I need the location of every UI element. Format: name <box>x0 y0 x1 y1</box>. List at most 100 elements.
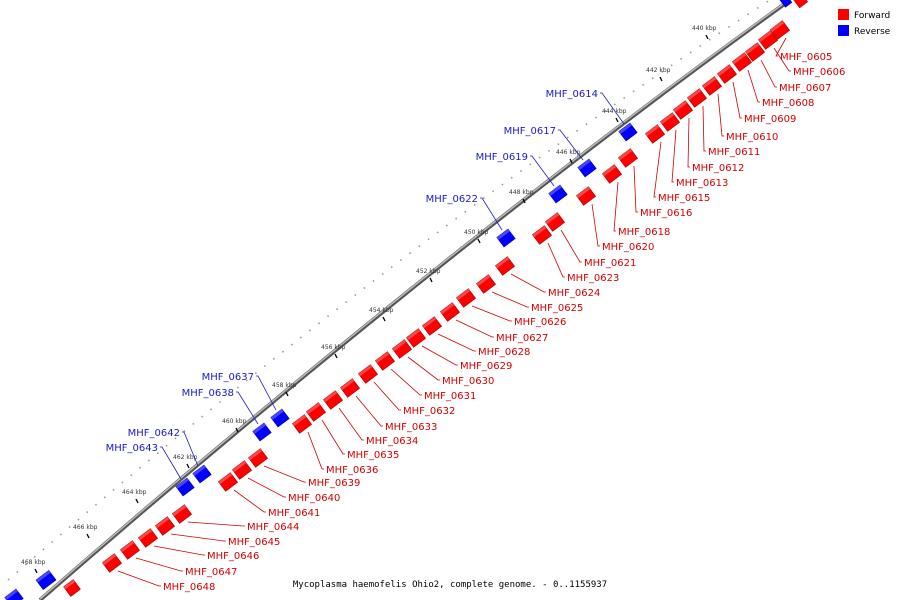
forward-gene-block[interactable] <box>659 112 681 132</box>
reverse-gene-block[interactable] <box>777 0 793 8</box>
reverse-leader-line <box>600 92 625 125</box>
forward-gene-block[interactable] <box>217 472 239 492</box>
forward-gene-block[interactable] <box>154 516 176 536</box>
forward-gene-label[interactable]: MHF_0633 <box>385 422 437 433</box>
forward-leader-line <box>591 203 600 247</box>
forward-gene-block[interactable] <box>701 76 723 96</box>
forward-gene-label[interactable]: MHF_0620 <box>602 242 654 253</box>
forward-gene-label[interactable]: MHF_0618 <box>618 227 670 238</box>
forward-gene-block[interactable] <box>757 30 779 50</box>
forward-leader-line <box>355 395 383 427</box>
forward-leader-line <box>153 545 205 556</box>
reverse-gene-block[interactable] <box>270 408 290 428</box>
forward-gene-block[interactable] <box>63 579 81 597</box>
forward-gene-block[interactable] <box>247 448 269 468</box>
forward-gene-label[interactable]: MHF_0647 <box>185 567 237 578</box>
reverse-gene-label[interactable]: MHF_0622 <box>426 194 478 205</box>
forward-gene-block[interactable] <box>544 212 566 232</box>
reverse-gene-label[interactable]: MHF_0619 <box>476 152 528 163</box>
forward-gene-block[interactable] <box>291 414 313 434</box>
forward-gene-label[interactable]: MHF_0610 <box>726 132 778 143</box>
forward-gene-block[interactable] <box>231 460 253 480</box>
reverse-gene-block[interactable] <box>618 122 638 142</box>
forward-gene-label[interactable]: MHF_0632 <box>403 406 455 417</box>
reverse-gene-block[interactable] <box>175 477 195 497</box>
forward-gene-block[interactable] <box>791 0 809 9</box>
forward-gene-label[interactable]: MHF_0639 <box>308 478 360 489</box>
forward-gene-block[interactable] <box>339 378 361 398</box>
forward-gene-label[interactable]: MHF_0629 <box>460 361 512 372</box>
forward-gene-label[interactable]: MHF_0623 <box>567 273 619 284</box>
forward-gene-label[interactable]: MHF_0630 <box>442 376 494 387</box>
forward-gene-label[interactable]: MHF_0616 <box>640 208 692 219</box>
forward-gene-block[interactable] <box>439 302 461 322</box>
reverse-gene-block[interactable] <box>252 422 272 442</box>
forward-gene-block[interactable] <box>475 274 497 294</box>
forward-gene-label[interactable]: MHF_0627 <box>496 333 548 344</box>
forward-gene-block[interactable] <box>531 225 553 245</box>
forward-leader-line <box>775 37 787 57</box>
forward-gene-block[interactable] <box>391 339 413 359</box>
forward-gene-label[interactable]: MHF_0631 <box>424 391 476 402</box>
forward-gene-block[interactable] <box>405 328 427 348</box>
forward-gene-label[interactable]: MHF_0605 <box>780 52 832 63</box>
forward-gene-label[interactable]: MHF_0612 <box>692 163 744 174</box>
forward-gene-label[interactable]: MHF_0624 <box>548 288 600 299</box>
forward-gene-block[interactable] <box>494 256 516 276</box>
tick-label: 452 kbp <box>416 268 441 275</box>
forward-gene-block[interactable] <box>305 402 327 422</box>
forward-gene-label[interactable]: MHF_0648 <box>163 582 215 593</box>
forward-gene-label[interactable]: MHF_0608 <box>762 98 814 109</box>
forward-gene-label[interactable]: MHF_0626 <box>514 317 566 328</box>
forward-gene-block[interactable] <box>357 364 379 384</box>
forward-gene-block[interactable] <box>101 553 123 573</box>
forward-gene-label[interactable]: MHF_0621 <box>584 258 636 269</box>
forward-gene-label[interactable]: MHF_0636 <box>326 465 378 476</box>
forward-gene-block[interactable] <box>769 20 791 40</box>
reverse-gene-block[interactable] <box>4 588 24 600</box>
forward-gene-block[interactable] <box>374 351 396 371</box>
forward-gene-block[interactable] <box>421 316 443 336</box>
forward-gene-block[interactable] <box>171 504 193 524</box>
reverse-gene-label[interactable]: MHF_0643 <box>106 443 158 454</box>
forward-gene-label[interactable]: MHF_0611 <box>708 147 760 158</box>
reverse-gene-block[interactable] <box>192 464 212 484</box>
forward-gene-label[interactable]: MHF_0644 <box>247 522 299 533</box>
forward-gene-block[interactable] <box>601 164 623 184</box>
forward-gene-block[interactable] <box>137 528 159 548</box>
forward-gene-label[interactable]: MHF_0628 <box>478 347 530 358</box>
forward-gene-block[interactable] <box>716 64 738 84</box>
forward-gene-block[interactable] <box>455 288 477 308</box>
reverse-gene-label[interactable]: MHF_0637 <box>202 372 254 383</box>
forward-gene-label[interactable]: MHF_0640 <box>288 493 340 504</box>
forward-gene-block[interactable] <box>644 124 666 144</box>
forward-gene-block[interactable] <box>744 42 766 62</box>
forward-gene-label[interactable]: MHF_0613 <box>676 178 728 189</box>
tick-label: 456 kbp <box>321 344 346 351</box>
forward-gene-block[interactable] <box>672 100 694 120</box>
forward-gene-label[interactable]: MHF_0634 <box>366 436 418 447</box>
forward-gene-label[interactable]: MHF_0645 <box>228 537 280 548</box>
forward-gene-label[interactable]: MHF_0635 <box>347 450 399 461</box>
forward-gene-label[interactable]: MHF_0615 <box>658 193 710 204</box>
reverse-gene-label[interactable]: MHF_0617 <box>504 126 556 137</box>
forward-gene-block[interactable] <box>322 390 344 410</box>
reverse-gene-label[interactable]: MHF_0614 <box>546 89 598 100</box>
forward-gene-block[interactable] <box>119 540 141 560</box>
reverse-gene-block[interactable] <box>35 569 57 591</box>
forward-gene-label[interactable]: MHF_0606 <box>793 67 845 78</box>
reverse-gene-label[interactable]: MHF_0642 <box>128 428 180 439</box>
forward-gene-block[interactable] <box>686 88 708 108</box>
forward-gene-label[interactable]: MHF_0646 <box>207 551 259 562</box>
forward-gene-block[interactable] <box>617 148 639 168</box>
forward-gene-block[interactable] <box>575 186 597 206</box>
forward-gene-label[interactable]: MHF_0607 <box>779 83 831 94</box>
reverse-gene-block[interactable] <box>577 158 597 178</box>
forward-gene-block[interactable] <box>731 52 753 72</box>
forward-gene-label[interactable]: MHF_0625 <box>531 303 583 314</box>
reverse-gene-block[interactable] <box>496 228 516 248</box>
forward-gene-label[interactable]: MHF_0641 <box>268 508 320 519</box>
reverse-gene-label[interactable]: MHF_0638 <box>182 388 234 399</box>
forward-gene-label[interactable]: MHF_0609 <box>744 114 796 125</box>
reverse-gene-block[interactable] <box>548 184 568 204</box>
